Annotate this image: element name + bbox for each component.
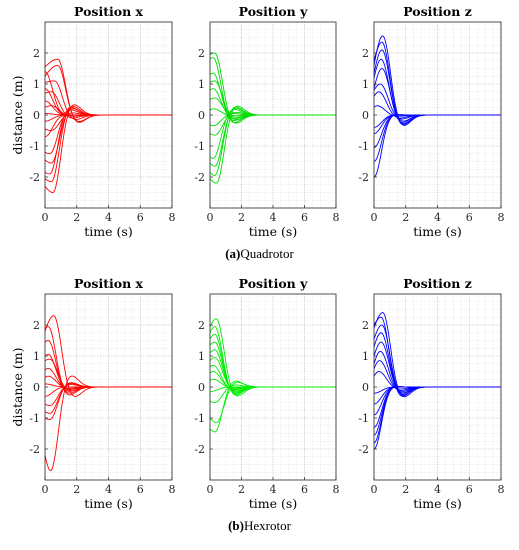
chart-panel-3: 0 2 4 6 8 -2 -1 0 1 2 Position z time (s): [358, 4, 504, 239]
x-tick-label: 6: [301, 483, 308, 496]
x-tick-label: 4: [270, 211, 277, 224]
series-line-13: [374, 114, 501, 178]
x-tick-label: 4: [105, 483, 112, 496]
x-tick-label: 0: [42, 211, 49, 224]
chart-panel-6: 0 2 4 6 8 -2 -1 0 1 2 Position z time (s): [358, 276, 504, 511]
chart-title: Position z: [403, 276, 472, 291]
caption-a-tag: (a): [225, 246, 241, 261]
caption-b-text: Hexrotor: [243, 518, 291, 533]
caption-a: (a)Quadrotor: [0, 246, 519, 262]
x-tick-label: 8: [333, 211, 340, 224]
x-tick-label: 2: [402, 483, 409, 496]
x-tick-label: 0: [42, 483, 49, 496]
x-tick-label: 6: [137, 211, 144, 224]
y-tick-label: 1: [362, 350, 369, 363]
x-tick-label: 0: [207, 211, 214, 224]
y-tick-label: 1: [362, 78, 369, 91]
x-tick-label: 6: [137, 483, 144, 496]
y-tick-label: -2: [29, 171, 40, 184]
y-tick-label: -2: [29, 443, 40, 456]
y-tick-label: 0: [198, 109, 205, 122]
y-tick-label: 0: [362, 381, 369, 394]
y-tick-label: -1: [194, 412, 205, 425]
y-tick-label: -2: [194, 443, 205, 456]
y-tick-label: 2: [362, 319, 369, 332]
x-tick-label: 6: [466, 211, 473, 224]
y-tick-label: -1: [358, 412, 369, 425]
y-tick-label: 1: [33, 350, 40, 363]
y-tick-label: 0: [362, 109, 369, 122]
x-tick-label: 8: [498, 483, 505, 496]
x-tick-label: 0: [207, 483, 214, 496]
x-tick-label: 2: [73, 483, 80, 496]
chart-title: Position z: [403, 4, 472, 19]
x-tick-label: 8: [333, 483, 340, 496]
chart-title: Position y: [239, 4, 308, 19]
x-tick-label: 2: [238, 483, 245, 496]
chart-panel-4: 0 2 4 6 8 -2 -1 0 1 2 Position x time (s) distance (…: [10, 276, 176, 511]
x-axis-label: time (s): [84, 496, 132, 511]
series-line-15: [374, 386, 501, 450]
chart-title: Position x: [74, 276, 143, 291]
x-tick-label: 4: [434, 483, 441, 496]
x-tick-label: 4: [434, 211, 441, 224]
y-tick-label: -2: [194, 171, 205, 184]
y-tick-label: -2: [358, 443, 369, 456]
chart-title: Position x: [74, 4, 143, 19]
chart-title: Position y: [239, 276, 308, 291]
y-tick-label: 2: [33, 319, 40, 332]
series-line-13: [210, 380, 336, 433]
x-tick-label: 2: [402, 211, 409, 224]
y-tick-label: 2: [198, 319, 205, 332]
x-axis-label: time (s): [413, 224, 461, 239]
x-tick-label: 8: [169, 211, 176, 224]
y-tick-label: 1: [198, 78, 205, 91]
caption-b-tag: (b): [228, 518, 244, 533]
x-tick-label: 4: [105, 211, 112, 224]
y-tick-label: -1: [29, 140, 40, 153]
y-tick-label: 0: [198, 381, 205, 394]
x-tick-label: 6: [301, 211, 308, 224]
x-axis-label: time (s): [249, 224, 297, 239]
x-tick-label: 8: [498, 211, 505, 224]
x-axis-label: time (s): [413, 496, 461, 511]
y-tick-label: 2: [33, 47, 40, 60]
x-tick-label: 6: [466, 483, 473, 496]
y-tick-label: 0: [33, 381, 40, 394]
series-line-13: [45, 375, 172, 472]
y-tick-label: 1: [198, 350, 205, 363]
x-axis-label: time (s): [249, 496, 297, 511]
y-tick-label: 0: [33, 109, 40, 122]
x-tick-label: 2: [238, 211, 245, 224]
y-tick-label: -1: [194, 140, 205, 153]
caption-b: (b)Hexrotor: [0, 518, 519, 534]
x-tick-label: 2: [73, 211, 80, 224]
y-tick-label: 2: [198, 47, 205, 60]
x-tick-label: 0: [371, 483, 378, 496]
chart-panel-5: 0 2 4 6 8 -2 -1 0 1 2 Position y time (s): [194, 276, 339, 511]
x-tick-label: 4: [270, 483, 277, 496]
series-line-17: [45, 104, 172, 193]
series-line-13: [210, 105, 336, 184]
y-axis-label: distance (m): [10, 76, 25, 155]
chart-panel-2: 0 2 4 6 8 -2 -1 0 1 2 Position y time (s): [194, 4, 339, 239]
y-axis-label: distance (m): [10, 348, 25, 427]
x-tick-label: 0: [371, 211, 378, 224]
caption-a-text: Quadrotor: [240, 246, 294, 261]
x-axis-label: time (s): [84, 224, 132, 239]
y-tick-label: 2: [362, 47, 369, 60]
chart-panel-1: 0 2 4 6 8 -2 -1 0 1 2 Position x time (s) distance (…: [10, 4, 176, 239]
x-tick-label: 8: [169, 483, 176, 496]
y-tick-label: -2: [358, 171, 369, 184]
y-tick-label: 1: [33, 78, 40, 91]
y-tick-label: -1: [29, 412, 40, 425]
y-tick-label: -1: [358, 140, 369, 153]
